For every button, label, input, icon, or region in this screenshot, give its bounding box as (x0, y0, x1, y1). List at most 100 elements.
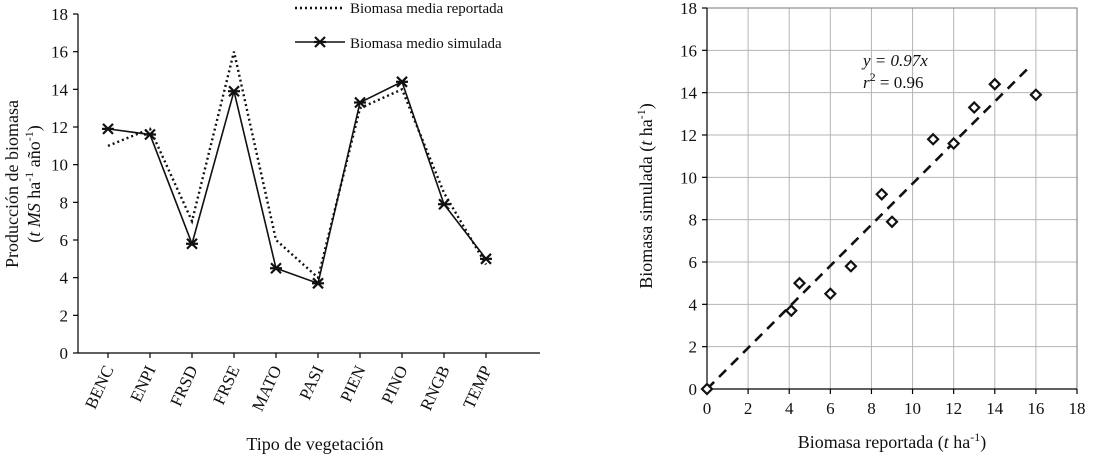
left-y-tick-label: 18 (51, 5, 68, 24)
scatter-point (1029, 88, 1043, 102)
ylabel-part: Biomasa simulada ( (636, 146, 657, 289)
right-y-tick-label: 0 (689, 380, 698, 399)
r2-part: r (863, 73, 870, 92)
right-x-tick-label: 8 (867, 399, 876, 418)
scatter-point (823, 287, 837, 301)
scatter-point (885, 215, 899, 229)
category-label: TEMP (459, 363, 495, 412)
legend-star-marker (314, 36, 326, 48)
legend-label-reportada: Biomasa media reportada (350, 1, 504, 17)
legend-star (314, 36, 326, 48)
series-point-simulada (144, 128, 156, 141)
right-y-axis-label: Biomasa simulada (t ha-1) (634, 103, 657, 289)
ylabel-part: -1 (22, 131, 36, 141)
left-y-tick-label: 16 (51, 43, 68, 62)
left-y-tick-label: 8 (60, 193, 69, 212)
xlabel-part: ha (949, 432, 971, 452)
fit-equation: y = 0.97x (861, 51, 928, 70)
right-y-tick-label: 18 (680, 0, 697, 18)
scatter-point (988, 77, 1002, 91)
left-y-axis-label: Producción de biomasa (t MS ha-1 año-1) (2, 100, 45, 268)
ylabel-part: ) (636, 103, 657, 109)
line-chart: 0 2 4 6 8 10 12 14 16 18 BENC ENPI FRSD FRSE MATO PASI… (2, 1, 540, 454)
right-x-tick-label: 12 (945, 399, 962, 418)
scatter-point (967, 100, 981, 115)
series-point-simulada (270, 262, 282, 275)
scatter-point (926, 132, 940, 146)
ylabel-part: -1 (22, 172, 36, 182)
xlabel-part: Biomasa reportada ( (798, 432, 944, 453)
xlabel-part: ) (980, 432, 986, 453)
category-label: MATO (248, 363, 285, 414)
right-x-tick-label: 14 (986, 399, 1004, 418)
xlabel-part: t (944, 432, 950, 452)
left-y-label-line1: Producción de biomasa (2, 100, 22, 268)
left-y-tick-label: 2 (60, 306, 69, 325)
right-y-tick-label: 16 (680, 41, 697, 60)
ylabel-part: año (24, 141, 44, 172)
fit-r2: r2 = 0.96 (863, 70, 923, 92)
category-label: FRSE (209, 363, 243, 408)
scatter-point (947, 136, 961, 151)
ylabel-part: ha (636, 119, 656, 141)
r2-part: = 0.96 (876, 73, 924, 92)
r2-part: 2 (870, 70, 876, 84)
scatter-point (844, 259, 858, 273)
scatter-point (792, 276, 807, 290)
ylabel-part: t MS (24, 203, 44, 237)
series-point-simulada (480, 253, 492, 265)
right-y-tick-label: 8 (689, 211, 698, 230)
legend-label-simulada: Biomasa medio simulada (350, 36, 502, 52)
right-y-tick-label: 2 (689, 338, 698, 357)
right-y-label-text: Biomasa simulada (t ha-1) (634, 103, 657, 289)
category-label: ENPI (126, 362, 159, 405)
category-label: PINO (378, 363, 412, 407)
series-point-simulada (354, 96, 366, 109)
right-y-tick-label: 6 (689, 253, 698, 272)
right-y-tick-label: 10 (680, 168, 697, 187)
left-y-tick-label: 14 (51, 80, 69, 99)
right-x-tick-label: 0 (703, 399, 712, 418)
category-label: PIEN (336, 363, 369, 405)
series-point-simulada (312, 277, 324, 290)
left-x-axis-label: Tipo de vegetación (246, 434, 383, 454)
series-point-simulada (186, 237, 198, 250)
ylabel-part: ) (24, 125, 45, 131)
series-point-simulada (102, 123, 114, 135)
series-line-reportada (107, 51, 488, 280)
category-label: PASI (295, 362, 327, 402)
right-y-tick-label: 4 (689, 295, 698, 314)
scatter-chart: 0 2 4 6 8 10 12 14 16 18 0 2 4 6 8 10 12 14 16 18 y = 0.97… (634, 0, 1086, 453)
category-label: BENC (81, 363, 117, 412)
series-point-simulada (438, 198, 450, 210)
xlabel-part: -1 (970, 430, 980, 444)
right-x-tick-label: 4 (785, 399, 794, 418)
legend: Biomasa media reportada Biomasa medio si… (295, 1, 504, 52)
ylabel-part: ha (24, 182, 44, 204)
scatter-point (784, 304, 798, 318)
right-x-tick-label: 16 (1027, 399, 1044, 418)
left-y-tick-label: 12 (51, 118, 68, 137)
scatter-point (700, 382, 714, 396)
fit-line (706, 67, 1029, 390)
series-point-simulada (396, 76, 408, 88)
ylabel-part: ( (24, 237, 45, 243)
left-y-tick-label: 0 (60, 344, 69, 363)
right-y-tick-label: 12 (680, 126, 697, 145)
series-point-simulada (228, 85, 240, 97)
right-x-axis-label: Biomasa reportada (t ha-1) (798, 430, 986, 453)
right-x-tick-label: 6 (826, 399, 835, 418)
left-y-tick-label: 4 (60, 269, 69, 288)
ylabel-part: -1 (634, 109, 648, 119)
ylabel-part: t (636, 140, 656, 146)
scatter-point (875, 187, 889, 201)
right-x-tick-label: 2 (744, 399, 753, 418)
left-y-tick-label: 6 (60, 231, 69, 250)
category-label: FRSD (166, 363, 201, 410)
category-label: RNGB (416, 363, 453, 414)
series-line-simulada (107, 80, 487, 285)
left-y-tick-label: 10 (51, 156, 68, 175)
right-x-tick-label: 18 (1069, 399, 1086, 418)
right-y-tick-label: 14 (680, 84, 698, 103)
